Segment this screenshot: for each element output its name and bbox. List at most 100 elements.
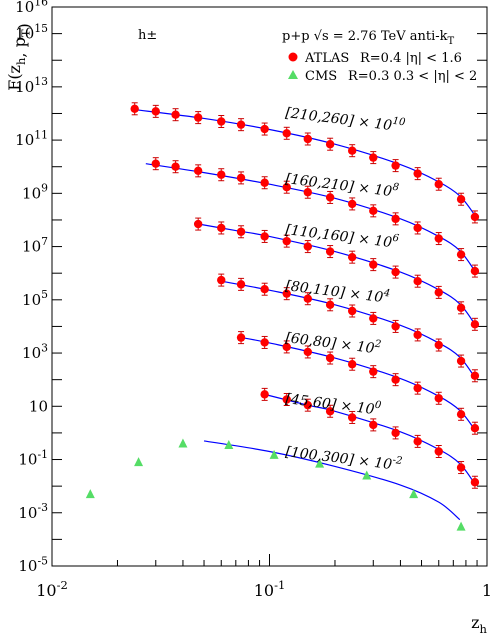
y-tick-label: 1016 (15, 0, 48, 16)
axis-ticks (51, 33, 488, 567)
atlas-point (303, 188, 312, 197)
atlas-point (171, 110, 180, 119)
legend-name: ATLAS (304, 51, 349, 66)
atlas-point (217, 223, 226, 233)
atlas-point (217, 170, 226, 179)
atlas-point (151, 159, 160, 168)
atlas-point (413, 383, 422, 393)
atlas-point (434, 447, 443, 456)
legend-marker-atlas (288, 52, 298, 62)
atlas-point (456, 463, 466, 472)
atlas-point (391, 161, 400, 170)
cms-point (269, 449, 279, 459)
atlas-point (369, 260, 378, 269)
atlas-point (413, 330, 422, 340)
atlas-point (434, 340, 443, 350)
atlas-point (260, 285, 269, 294)
cms-point (456, 521, 466, 531)
model-curve (134, 108, 476, 216)
atlas-point (413, 223, 422, 233)
atlas-point (282, 289, 291, 298)
atlas-point (151, 107, 160, 116)
atlas-point (193, 166, 203, 176)
particle-label: h± (138, 28, 157, 43)
y-tick-label: 1015 (15, 22, 48, 43)
x-tick-label: 10-2 (36, 578, 68, 600)
atlas-point (391, 428, 400, 438)
atlas-point (303, 347, 312, 357)
atlas-point (282, 342, 291, 352)
atlas-point (347, 146, 357, 155)
atlas-point (456, 356, 466, 366)
atlas-point (347, 252, 357, 262)
atlas-point (260, 124, 269, 134)
atlas-point (260, 178, 269, 187)
atlas-point (470, 320, 480, 329)
atlas-point (470, 212, 480, 222)
legend: ATLAS R=0.4 |η| < 1.6 CMS R=0.3 0.3 < |η| <… (288, 51, 477, 84)
y-axis-label: F(zh, pT) (5, 23, 34, 91)
atlas-point (391, 375, 400, 384)
atlas-point (325, 300, 335, 309)
atlas-point (260, 338, 269, 347)
atlas-point (456, 410, 466, 419)
atlas-point (236, 227, 246, 236)
y-tick-label: 107 (22, 235, 48, 256)
atlas-point (282, 129, 291, 138)
atlas-point (303, 400, 312, 410)
atlas-point (217, 275, 226, 285)
y-tick-label: 10-3 (18, 501, 48, 522)
atlas-point (470, 424, 480, 433)
x-axis-label: zh (471, 613, 487, 636)
y-tick-label: 1011 (15, 128, 48, 149)
x-tick-label: 10-1 (254, 578, 286, 600)
atlas-point (413, 169, 422, 178)
atlas-point (391, 267, 400, 277)
atlas-point (303, 294, 312, 303)
atlas-point (456, 303, 466, 313)
atlas-point (470, 371, 480, 380)
cms-point (409, 489, 419, 499)
atlas-point (434, 288, 443, 297)
atlas-point (456, 250, 466, 259)
atlas-point (171, 162, 180, 171)
cms-point (224, 440, 234, 450)
atlas-point (369, 206, 378, 216)
y-tick-label: 103 (22, 341, 48, 362)
atlas-point (413, 437, 422, 446)
atlas-point (434, 394, 443, 403)
atlas-point (391, 322, 400, 331)
atlas-point (391, 214, 400, 224)
collision-header: p+p √s = 2.76 TeV anti-kT (282, 29, 455, 47)
atlas-point (325, 247, 335, 256)
cms-point (315, 458, 325, 468)
cms-point (85, 489, 95, 499)
atlas-point (347, 360, 357, 369)
atlas-point (325, 407, 335, 416)
atlas-point (193, 219, 203, 229)
atlas-point (470, 266, 480, 276)
atlas-point (217, 117, 226, 126)
atlas-point (347, 306, 357, 316)
atlas-point (236, 333, 246, 342)
legend-detail: R=0.3 0.3 < |η| < 2 (348, 69, 477, 84)
x-tick-label: 1 (482, 581, 492, 600)
y-tick-label: 105 (22, 288, 48, 309)
atlas-point (456, 195, 466, 204)
atlas-point (236, 280, 246, 289)
atlas-point (434, 180, 443, 189)
atlas-point (325, 353, 335, 363)
model-curve (145, 163, 476, 272)
atlas-point (369, 314, 378, 323)
atlas-point (347, 413, 357, 422)
legend-marker-cms (288, 70, 298, 79)
cms-point (134, 457, 144, 467)
atlas-point (369, 153, 378, 162)
atlas-point (369, 367, 378, 376)
atlas-point (369, 420, 378, 430)
y-tick-label: 10-1 (18, 448, 48, 469)
atlas-point (260, 232, 269, 241)
model-curve (203, 440, 461, 521)
